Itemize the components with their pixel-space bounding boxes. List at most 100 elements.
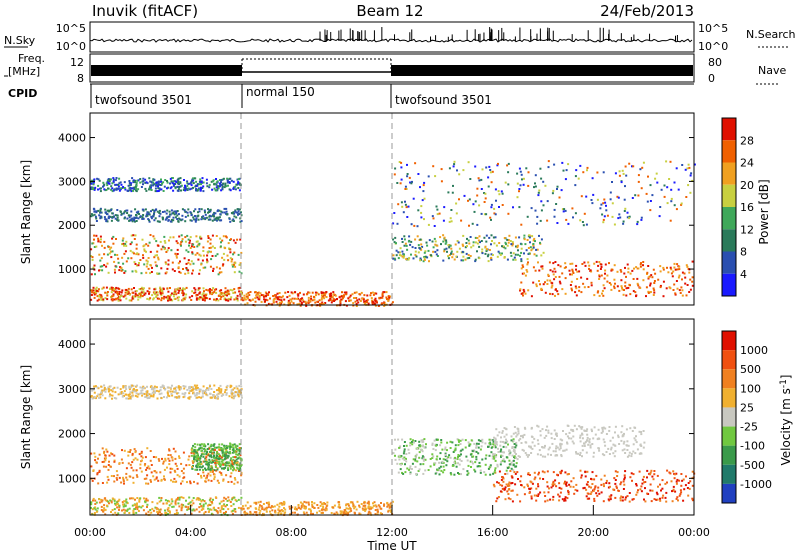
data-cell	[204, 477, 207, 480]
data-cell	[197, 258, 200, 261]
data-cell	[119, 266, 122, 269]
data-cell	[552, 273, 555, 276]
data-cell	[623, 210, 626, 212]
data-cell	[110, 452, 112, 455]
data-cell	[284, 508, 287, 511]
data-cell	[164, 218, 167, 221]
data-cell	[619, 499, 622, 502]
data-cell	[624, 498, 627, 501]
data-cell	[442, 458, 445, 461]
data-cell	[591, 177, 594, 180]
data-cell	[111, 497, 114, 500]
data-cell	[190, 451, 193, 454]
data-cell	[473, 210, 476, 213]
data-cell	[191, 178, 194, 181]
data-cell	[687, 494, 690, 497]
data-cell	[571, 440, 574, 443]
data-cell	[101, 389, 104, 392]
data-cell	[464, 446, 467, 449]
data-cell	[235, 444, 238, 447]
data-cell	[584, 470, 587, 473]
data-cell	[189, 219, 192, 222]
data-cell	[125, 472, 128, 475]
data-cell	[211, 188, 214, 191]
data-cell	[184, 272, 187, 275]
data-cell	[121, 509, 123, 512]
data-cell	[209, 385, 211, 388]
data-cell	[628, 162, 631, 165]
data-cell	[191, 447, 194, 450]
data-cell	[586, 166, 589, 169]
data-cell	[95, 220, 98, 222]
data-cell	[225, 393, 228, 396]
data-cell	[212, 461, 214, 464]
data-cell	[213, 508, 216, 511]
data-cell	[99, 265, 102, 268]
data-cell	[433, 225, 436, 227]
data-cell	[142, 509, 145, 512]
data-cell	[223, 211, 226, 214]
data-cell	[212, 267, 215, 270]
data-cell	[145, 243, 148, 246]
data-cell	[321, 511, 324, 514]
data-cell	[103, 246, 106, 249]
data-cell	[236, 178, 239, 181]
data-cell	[516, 246, 519, 249]
data-cell	[135, 187, 138, 190]
data-cell	[538, 234, 540, 237]
data-cell	[586, 277, 589, 280]
data-cell	[462, 255, 465, 258]
data-cell	[145, 213, 148, 216]
data-cell	[99, 209, 102, 212]
data-cell	[123, 482, 125, 485]
data-cell	[195, 240, 198, 243]
data-cell	[493, 445, 495, 448]
data-cell	[157, 479, 160, 482]
data-cell	[467, 161, 470, 164]
data-cell	[448, 167, 451, 170]
data-cell	[325, 508, 328, 511]
data-cell	[490, 258, 493, 261]
data-cell	[177, 496, 179, 499]
data-cell	[525, 167, 528, 170]
data-cell	[288, 507, 291, 510]
data-cell	[567, 222, 570, 225]
data-cell	[135, 511, 138, 514]
data-cell	[622, 293, 625, 296]
data-cell	[222, 252, 225, 255]
data-cell	[556, 290, 559, 293]
data-cell	[596, 291, 599, 294]
data-cell	[103, 460, 106, 463]
data-cell	[490, 446, 493, 449]
data-cell	[125, 244, 128, 247]
data-cell	[98, 179, 101, 182]
data-cell	[134, 186, 137, 189]
data-cell	[206, 297, 209, 300]
data-cell	[416, 225, 419, 228]
data-cell	[653, 289, 656, 292]
data-cell	[507, 183, 510, 186]
data-cell	[474, 260, 477, 263]
data-cell	[495, 500, 498, 503]
data-cell	[240, 251, 243, 254]
data-cell	[693, 163, 696, 166]
data-cell	[202, 215, 205, 218]
data-cell	[222, 263, 225, 266]
colorbar-swatch	[722, 251, 736, 274]
data-cell	[113, 289, 116, 292]
data-cell	[257, 298, 260, 301]
data-cell	[600, 431, 603, 434]
data-cell	[300, 504, 303, 507]
data-cell	[173, 477, 176, 480]
data-cell	[110, 185, 113, 188]
data-cell	[546, 425, 549, 428]
data-cell	[676, 263, 679, 266]
data-cell	[239, 467, 242, 470]
data-cell	[116, 209, 119, 211]
data-cell	[116, 386, 119, 389]
frequency-trace-segment	[391, 65, 693, 76]
data-cell	[277, 508, 280, 511]
data-cell	[233, 251, 236, 254]
data-cell	[119, 299, 122, 302]
data-cell	[354, 512, 356, 515]
